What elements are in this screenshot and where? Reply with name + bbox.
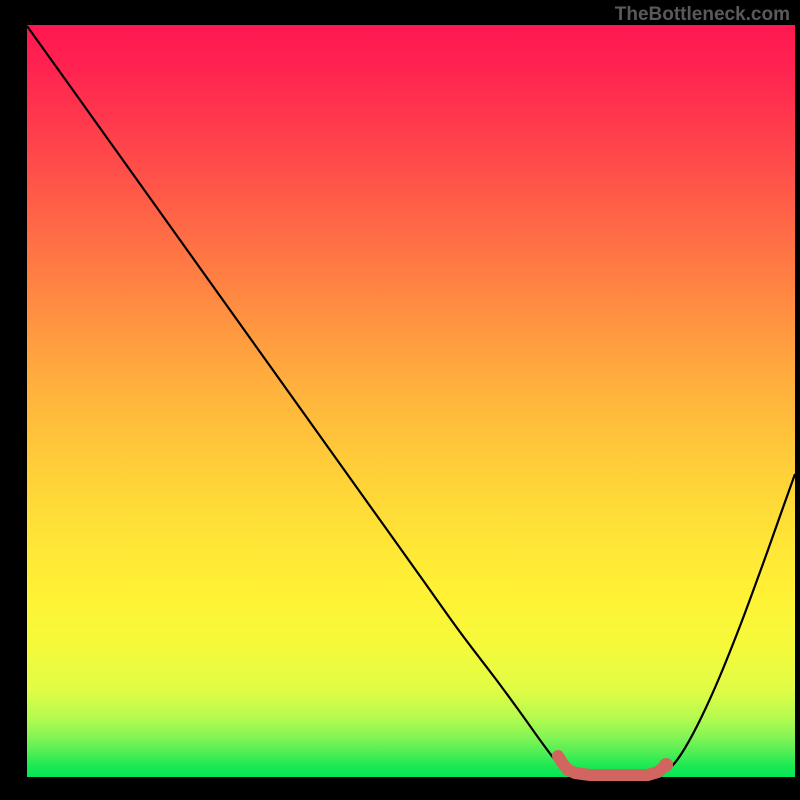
watermark-text: TheBottleneck.com bbox=[615, 4, 790, 26]
chart-frame: TheBottleneck.com bbox=[0, 0, 800, 800]
plot-area bbox=[27, 25, 795, 777]
